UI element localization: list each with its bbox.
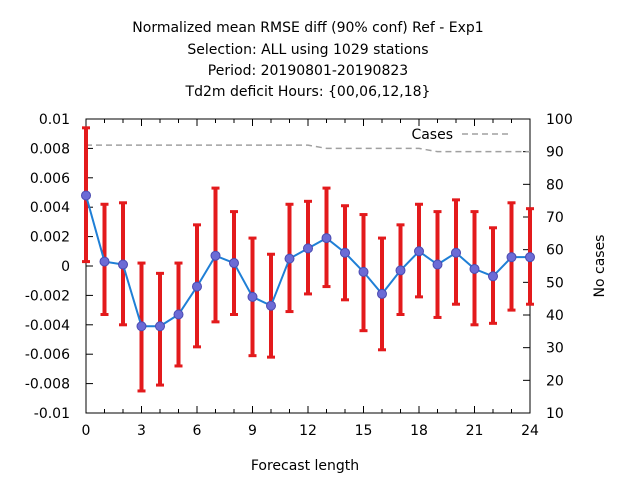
data-point xyxy=(321,233,332,244)
data-point xyxy=(432,259,443,270)
y-tick-label-left: -0.006 xyxy=(25,347,70,363)
y-tick-label-left: -0.002 xyxy=(25,288,70,304)
data-point xyxy=(469,263,480,274)
y-tick-label-right: 80 xyxy=(546,177,564,193)
legend: Cases xyxy=(411,127,512,143)
data-point xyxy=(451,247,461,258)
legend-label-cases: Cases xyxy=(411,127,453,143)
error-bars xyxy=(82,126,534,393)
title-line: Selection: ALL using 1029 stations xyxy=(187,42,428,58)
y-tick-label-left: 0.01 xyxy=(39,112,70,128)
y-tick-label-right: 40 xyxy=(546,308,564,324)
y-tick-label-right: 90 xyxy=(546,145,564,161)
y-tick-label-left: 0 xyxy=(61,259,70,275)
data-point xyxy=(99,256,110,267)
data-point xyxy=(414,246,424,257)
x-tick-label: 0 xyxy=(82,423,91,439)
chart-title: Normalized mean RMSE diff (90% conf) Ref… xyxy=(132,20,483,100)
x-axis-label: Forecast length xyxy=(251,458,359,474)
axis-labels: Forecast length No cases xyxy=(251,235,608,474)
x-tick-label: 21 xyxy=(466,423,484,439)
data-point xyxy=(488,271,498,282)
data-point xyxy=(377,288,387,299)
x-tick-label: 12 xyxy=(299,423,317,439)
x-tick-label: 9 xyxy=(248,423,257,439)
y-tick-label-left: 0.008 xyxy=(30,141,70,157)
y-tick-label-left: -0.004 xyxy=(25,318,70,334)
y-tick-label-left: 0.006 xyxy=(30,171,70,187)
y-tick-label-left: 0.002 xyxy=(30,230,70,246)
y-tick-label-right: 20 xyxy=(546,373,564,389)
y-tick-label-right: 30 xyxy=(546,341,564,357)
y-tick-label-right: 60 xyxy=(546,243,564,259)
title-line: Td2m deficit Hours: {00,06,12,18} xyxy=(185,84,431,100)
x-tick-label: 6 xyxy=(193,423,202,439)
data-point xyxy=(247,291,258,302)
y-tick-label-left: 0.004 xyxy=(30,200,70,216)
data-point xyxy=(284,253,295,264)
y-tick-label-left: -0.008 xyxy=(25,377,70,393)
data-point xyxy=(118,259,128,270)
x-tick-label: 3 xyxy=(137,423,146,439)
y-tick-label-right: 100 xyxy=(546,112,573,128)
title-line: Normalized mean RMSE diff (90% conf) Ref… xyxy=(132,20,483,36)
mean-series xyxy=(81,190,535,332)
data-point xyxy=(229,258,239,269)
data-point xyxy=(155,321,165,332)
y-tick-label-right: 10 xyxy=(546,406,564,422)
cases-series xyxy=(86,144,530,153)
data-point xyxy=(210,250,221,261)
data-point xyxy=(81,190,91,201)
data-point xyxy=(192,281,202,292)
data-point xyxy=(506,252,517,263)
title-line: Period: 20190801-20190823 xyxy=(208,63,408,79)
x-tick-label: 18 xyxy=(410,423,428,439)
data-point xyxy=(266,300,276,311)
y-tick-label-right: 50 xyxy=(546,275,564,291)
y-tick-label-left: -0.01 xyxy=(34,406,70,422)
data-point xyxy=(136,321,147,332)
y-tick-label-right: 70 xyxy=(546,210,564,226)
x-tick-label: 24 xyxy=(521,423,539,439)
axis-ticks: 0 3 6 9 12 15 18 21 240.010.0080.0060.0040.0020-… xyxy=(25,112,573,439)
data-point xyxy=(525,252,535,263)
x-tick-label: 15 xyxy=(355,423,373,439)
data-point xyxy=(358,266,369,277)
data-point xyxy=(303,243,313,254)
data-point xyxy=(173,309,184,320)
cases-line xyxy=(86,144,530,153)
data-point xyxy=(395,265,406,276)
y-axis-label-right: No cases xyxy=(592,235,608,298)
data-point xyxy=(340,247,350,258)
